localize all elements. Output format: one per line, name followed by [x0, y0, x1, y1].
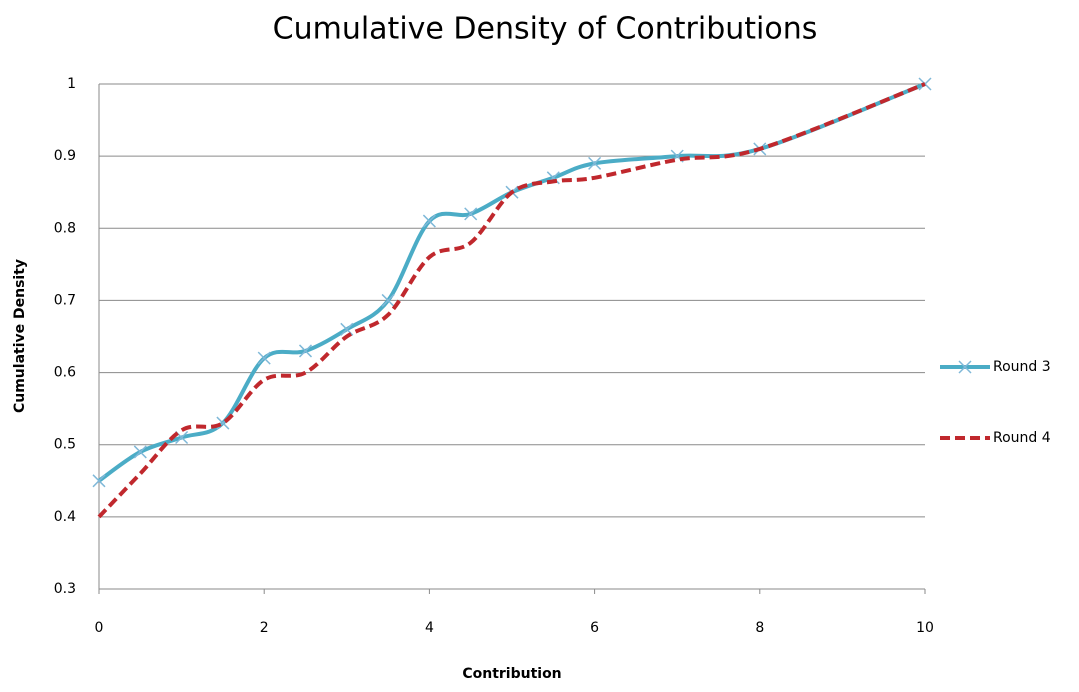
legend-marker — [958, 360, 972, 374]
y-tick-label: 0.3 — [54, 581, 76, 597]
series-marker — [588, 156, 602, 170]
x-tick-label: 6 — [590, 620, 599, 636]
y-tick-label: 0.9 — [54, 148, 76, 164]
x-tick-label: 2 — [260, 620, 269, 636]
y-tick-label: 0.8 — [54, 220, 76, 236]
legend-label: Round 4 — [993, 430, 1051, 446]
x-axis-label: Contribution — [462, 666, 561, 682]
series-marker — [340, 322, 354, 336]
y-tick-label: 0.4 — [54, 509, 76, 525]
series-marker — [257, 351, 271, 365]
series-marker — [422, 214, 436, 228]
series-marker — [133, 445, 147, 459]
x-tick-label: 0 — [95, 620, 104, 636]
chart-title: Cumulative Density of Contributions — [273, 12, 818, 47]
y-tick-label: 0.7 — [54, 292, 76, 308]
y-axis-label: Cumulative Density — [12, 259, 28, 413]
x-tick-label: 10 — [916, 620, 934, 636]
x-tick-label: 8 — [755, 620, 764, 636]
x-tick-label: 4 — [425, 620, 434, 636]
series-line — [97, 82, 926, 519]
series-marker — [464, 207, 478, 221]
series-marker — [381, 293, 395, 307]
series-line — [97, 82, 926, 483]
series-marker — [298, 344, 313, 358]
legend-label: Round 3 — [993, 359, 1051, 375]
y-tick-label: 0.5 — [54, 437, 76, 453]
y-tick-label: 1 — [67, 76, 76, 92]
y-tick-label: 0.6 — [54, 365, 76, 381]
series-marker — [92, 474, 106, 488]
